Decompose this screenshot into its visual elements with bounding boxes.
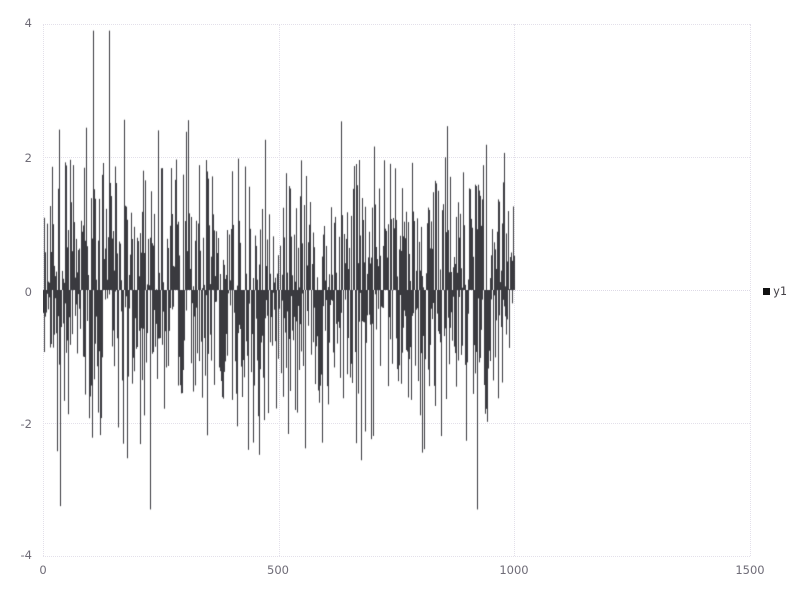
gridline-horizontal bbox=[43, 556, 750, 557]
y-axis-tick-label: 0 bbox=[24, 285, 32, 299]
legend-swatch-y1 bbox=[763, 288, 770, 296]
y-axis-tick-label: -2 bbox=[20, 417, 32, 431]
gridline-vertical bbox=[750, 24, 751, 556]
x-axis-tick-label: 1000 bbox=[499, 563, 529, 577]
y-axis-tick-label: 2 bbox=[24, 151, 32, 165]
x-axis-tick-label: 500 bbox=[267, 563, 289, 577]
y-axis-tick-label: 4 bbox=[24, 16, 32, 30]
series-y1-impulses bbox=[43, 24, 750, 556]
legend-label-y1: y1 bbox=[773, 284, 787, 298]
x-axis-tick-label: 1500 bbox=[735, 563, 765, 577]
plot-area bbox=[43, 24, 751, 557]
legend: y1 bbox=[763, 284, 787, 298]
y-axis-tick-label: -4 bbox=[20, 548, 32, 562]
x-axis-tick-label: 0 bbox=[39, 563, 47, 577]
